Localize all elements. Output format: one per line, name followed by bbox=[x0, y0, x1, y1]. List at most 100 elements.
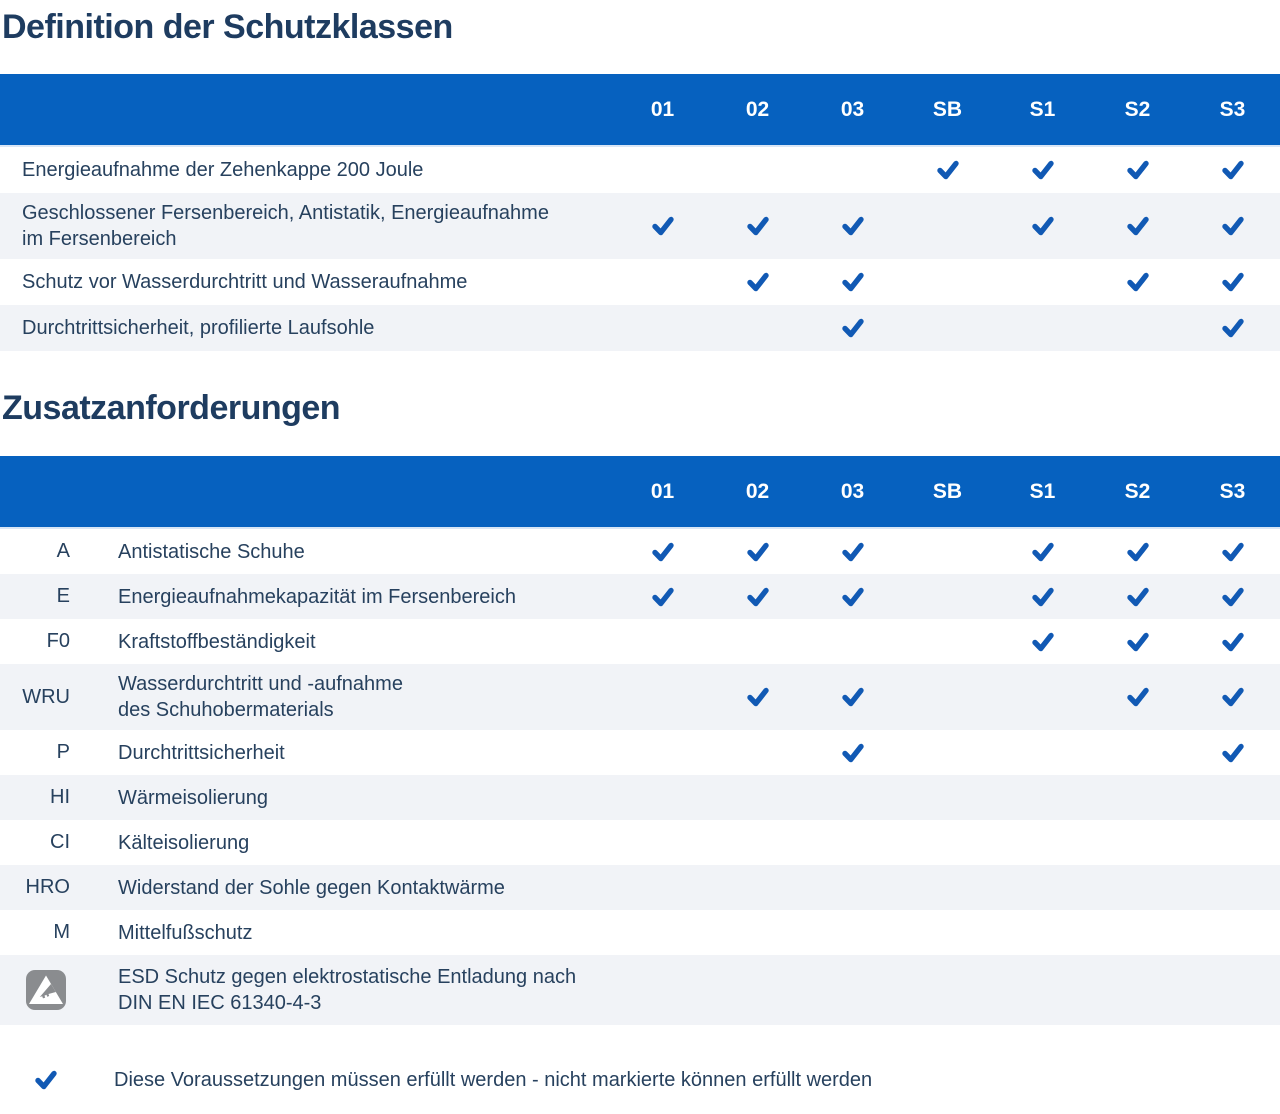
row-label: Geschlossener Fersenbereich, Antistatik,… bbox=[22, 202, 549, 250]
column-header-03: 03 bbox=[840, 97, 865, 121]
column-header-sb: SB bbox=[932, 479, 963, 503]
check-cell-s2 bbox=[1090, 962, 1185, 1018]
check-cell-03 bbox=[805, 200, 900, 252]
column-header-s1: S1 bbox=[1029, 97, 1056, 121]
check-cell-03 bbox=[805, 917, 900, 948]
check-icon bbox=[1126, 587, 1149, 606]
check-cell-01 bbox=[615, 536, 710, 567]
check-icon bbox=[841, 542, 864, 561]
row-code: P bbox=[56, 741, 70, 763]
check-cell-01 bbox=[615, 312, 710, 344]
check-cell-02 bbox=[710, 312, 805, 344]
row-label: Durchtrittsicherheit, profilierte Laufso… bbox=[22, 317, 375, 339]
table-header: 01 02 03 SB S1 S2 S3 bbox=[0, 74, 1280, 147]
section1-title: Definition der Schutzklassen bbox=[2, 8, 453, 46]
column-header-s2: S2 bbox=[1124, 97, 1151, 121]
check-cell-s3 bbox=[1185, 200, 1280, 252]
check-cell-s2 bbox=[1090, 671, 1185, 723]
row-code: F0 bbox=[46, 630, 70, 652]
check-cell-sb bbox=[900, 872, 995, 903]
row-label: Durchtrittsicherheit bbox=[118, 741, 285, 764]
check-icon bbox=[1221, 216, 1244, 236]
check-cell-sb bbox=[900, 536, 995, 567]
check-icon bbox=[746, 216, 769, 236]
check-cell-02 bbox=[710, 782, 805, 813]
check-icon bbox=[746, 687, 769, 707]
check-cell-s3 bbox=[1185, 266, 1280, 298]
check-cell-s2 bbox=[1090, 626, 1185, 657]
check-icon bbox=[1221, 587, 1244, 606]
row-label: Antistatische Schuhe bbox=[118, 540, 305, 563]
table-row: WRU Wasserdurchtritt und -aufnahme des Sc… bbox=[0, 664, 1280, 730]
check-cell-03 bbox=[805, 154, 900, 186]
column-header-01: 01 bbox=[650, 479, 675, 503]
check-cell-s1 bbox=[995, 671, 1090, 723]
check-cell-02 bbox=[710, 827, 805, 858]
column-header-s2: S2 bbox=[1124, 479, 1151, 503]
check-icon bbox=[1221, 632, 1244, 651]
check-icon bbox=[1221, 160, 1244, 180]
check-icon bbox=[1031, 216, 1054, 236]
check-cell-s1 bbox=[995, 536, 1090, 567]
check-icon bbox=[1126, 216, 1149, 236]
zusatzanforderungen-table: 01 02 03 SB S1 S2 S3 A Antistatische Schuhe E Ener… bbox=[0, 456, 1280, 1025]
check-icon bbox=[651, 587, 674, 606]
check-icon bbox=[746, 587, 769, 606]
check-cell-sb bbox=[900, 626, 995, 657]
check-cell-s1 bbox=[995, 581, 1090, 612]
check-icon bbox=[1126, 160, 1149, 180]
check-cell-s3 bbox=[1185, 312, 1280, 344]
table-row: HI Wärmeisolierung bbox=[0, 775, 1280, 820]
check-cell-s1 bbox=[995, 827, 1090, 858]
check-cell-s3 bbox=[1185, 536, 1280, 567]
check-icon bbox=[1126, 632, 1149, 651]
row-label: Wasserdurchtritt und -aufnahme des Schuh… bbox=[118, 673, 403, 721]
check-cell-s2 bbox=[1090, 782, 1185, 813]
page: Definition der Schutzklassen 01 02 03 SB S1 S… bbox=[0, 6, 1280, 1103]
check-icon bbox=[841, 318, 864, 338]
check-cell-02 bbox=[710, 737, 805, 768]
check-cell-02 bbox=[710, 962, 805, 1018]
check-cell-03 bbox=[805, 266, 900, 298]
check-cell-01 bbox=[615, 200, 710, 252]
check-cell-sb bbox=[900, 917, 995, 948]
table-row: A Antistatische Schuhe bbox=[0, 529, 1280, 574]
table-row: CI Kälteisolierung bbox=[0, 820, 1280, 865]
check-cell-02 bbox=[710, 671, 805, 723]
check-icon bbox=[1221, 687, 1244, 707]
check-cell-01 bbox=[615, 782, 710, 813]
check-icon bbox=[1031, 160, 1054, 180]
check-icon bbox=[1126, 687, 1149, 707]
check-cell-s2 bbox=[1090, 737, 1185, 768]
column-header-s1: S1 bbox=[1029, 479, 1056, 503]
row-code: WRU bbox=[22, 685, 70, 708]
column-header-s3: S3 bbox=[1219, 479, 1246, 503]
check-cell-01 bbox=[615, 917, 710, 948]
check-cell-03 bbox=[805, 581, 900, 612]
check-cell-s1 bbox=[995, 312, 1090, 344]
table-row: P Durchtrittsicherheit bbox=[0, 730, 1280, 775]
check-cell-s3 bbox=[1185, 782, 1280, 813]
check-cell-s1 bbox=[995, 962, 1090, 1018]
row-label: Wärmeisolierung bbox=[118, 786, 269, 809]
table-header: 01 02 03 SB S1 S2 S3 bbox=[0, 456, 1280, 529]
check-cell-03 bbox=[805, 872, 900, 903]
column-header-03: 03 bbox=[840, 479, 865, 503]
check-cell-s1 bbox=[995, 782, 1090, 813]
row-label: Kälteisolierung bbox=[118, 831, 250, 854]
row-label: Mittelfußschutz bbox=[118, 921, 253, 944]
check-cell-sb bbox=[900, 266, 995, 298]
check-cell-s2 bbox=[1090, 266, 1185, 298]
check-cell-s2 bbox=[1090, 536, 1185, 567]
column-header-sb: SB bbox=[932, 97, 963, 121]
check-icon bbox=[35, 1070, 57, 1090]
legend-text: Diese Voraussetzungen müssen erfüllt wer… bbox=[114, 1068, 873, 1091]
row-label: ESD Schutz gegen elektrostatische Entlad… bbox=[118, 966, 577, 1014]
row-code: M bbox=[53, 921, 70, 943]
check-cell-03 bbox=[805, 737, 900, 768]
check-icon bbox=[1221, 743, 1244, 762]
check-cell-s3 bbox=[1185, 827, 1280, 858]
column-header-02: 02 bbox=[745, 97, 770, 121]
schutzklassen-table: 01 02 03 SB S1 S2 S3 Energieaufnahme der Zehenk… bbox=[0, 74, 1280, 351]
column-header-s3: S3 bbox=[1219, 97, 1246, 121]
